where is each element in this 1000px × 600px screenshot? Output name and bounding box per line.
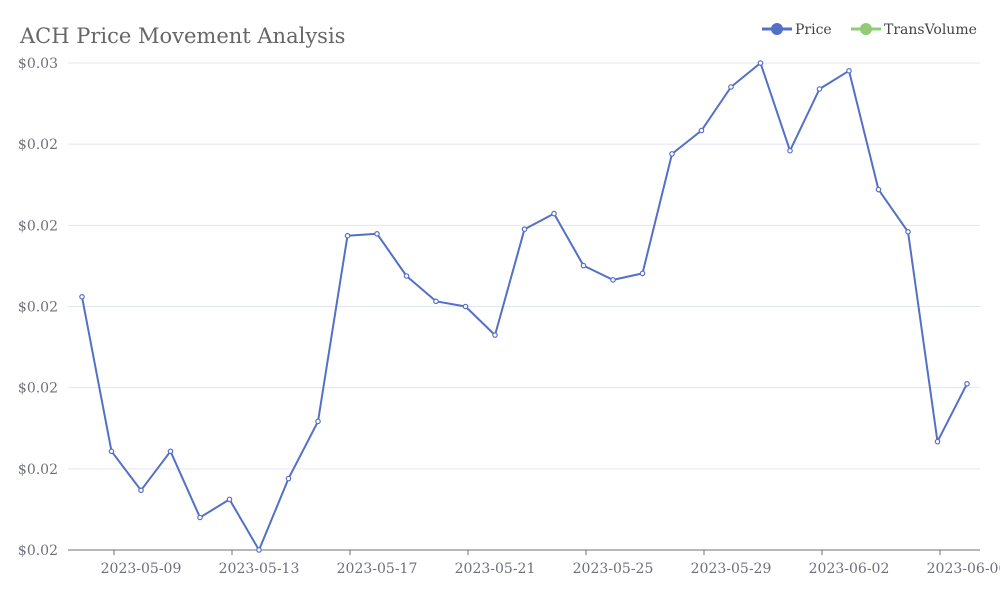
x-tick-label: 2023-05-17	[337, 561, 418, 577]
data-point[interactable]	[757, 60, 764, 66]
series-price	[79, 60, 970, 553]
x-tick-label: 2023-05-21	[455, 561, 536, 577]
legend-item-transvolume[interactable]: TransVolume	[851, 22, 977, 38]
data-point[interactable]	[846, 68, 852, 74]
data-point[interactable]	[108, 448, 115, 455]
legend: Price TransVolume	[762, 22, 977, 38]
data-point[interactable]	[167, 448, 174, 455]
data-point[interactable]	[551, 210, 557, 217]
y-tick-label: $0.02	[18, 300, 58, 316]
data-point[interactable]	[639, 270, 646, 277]
data-point[interactable]	[79, 293, 85, 300]
data-point[interactable]	[934, 438, 941, 445]
x-tick-label: 2023-05-25	[573, 561, 654, 577]
data-point[interactable]	[462, 303, 469, 310]
data-point[interactable]	[285, 475, 292, 482]
data-point[interactable]	[580, 262, 587, 269]
data-point[interactable]	[875, 186, 882, 193]
x-tick-label: 2023-06-02	[809, 561, 890, 577]
chart-title: ACH Price Movement Analysis	[19, 24, 345, 48]
y-tick-label: $0.02	[18, 543, 58, 559]
data-point[interactable]	[256, 547, 262, 553]
x-tick-label: 2023-05-13	[219, 561, 300, 577]
data-point[interactable]	[138, 487, 144, 494]
data-point[interactable]	[669, 151, 675, 157]
data-point[interactable]	[226, 496, 233, 503]
legend-transvolume-label: TransVolume	[884, 22, 977, 38]
data-point[interactable]	[787, 147, 793, 154]
legend-item-price[interactable]: Price	[762, 22, 832, 38]
x-tick-label: 2023-06-06	[927, 561, 1000, 577]
data-point[interactable]	[433, 298, 439, 305]
data-point[interactable]	[728, 84, 734, 90]
data-point[interactable]	[403, 273, 410, 279]
y-tick-label: $0.02	[18, 381, 58, 397]
data-point[interactable]	[374, 231, 380, 237]
y-tick-label: $0.02	[18, 462, 58, 478]
data-point[interactable]	[315, 418, 321, 425]
y-tick-label: $0.03	[18, 56, 58, 72]
data-point[interactable]	[698, 127, 705, 134]
data-point[interactable]	[521, 226, 528, 233]
data-point[interactable]	[610, 277, 616, 283]
y-tick-label: $0.02	[18, 218, 58, 234]
grid	[68, 62, 980, 470]
legend-transvolume-marker	[860, 23, 872, 35]
x-tick-label: 2023-05-09	[101, 561, 182, 577]
data-point[interactable]	[492, 332, 498, 338]
y-tick-label: $0.02	[18, 137, 58, 153]
legend-price-marker	[771, 23, 783, 35]
data-point[interactable]	[816, 86, 823, 92]
data-point[interactable]	[344, 232, 351, 239]
data-point[interactable]	[964, 380, 970, 387]
legend-price-label: Price	[795, 22, 832, 38]
x-tick-label: 2023-05-29	[691, 561, 772, 577]
axes: $0.03 $0.02 $0.02 $0.02 $0.02 $0.02 $0.02 2023-…	[18, 56, 1000, 577]
data-point[interactable]	[197, 514, 203, 521]
data-point[interactable]	[905, 229, 911, 235]
